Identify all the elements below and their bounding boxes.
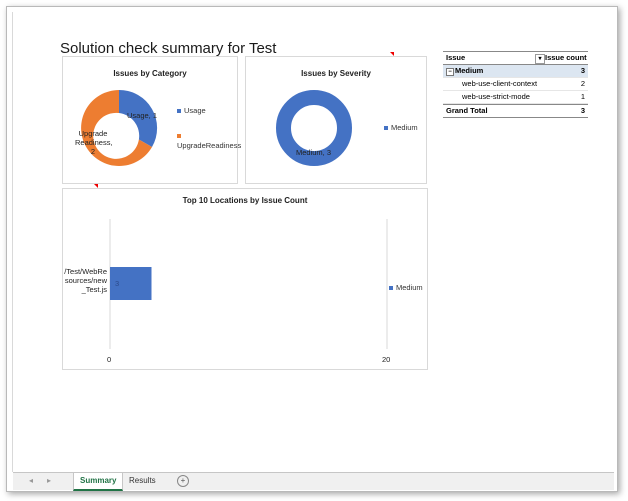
pivot-row-count: 1 [580,92,585,101]
bar-value-label: 3 [115,279,120,288]
filter-dropdown-icon[interactable]: ▾ [535,54,545,64]
pivot-row-count: 2 [580,79,585,88]
pivot-header-row: Issue ▾ Issue count [443,51,588,65]
chart-title: Issues by Severity [301,69,371,78]
page-title: Solution check summary for Test [60,40,277,57]
bar-medium[interactable] [110,267,152,300]
sheet-tab-bar: ◂ ▸ Summary Results + [13,472,614,491]
scroll-right-icon[interactable]: ▸ [47,476,52,485]
data-label-medium: Medium, 3 [296,148,332,157]
chart-title: Issues by Category [113,69,187,78]
comment-marker [390,52,394,56]
chart-title: Top 10 Locations by Issue Count [182,196,308,205]
pivot-header-issue: Issue [446,53,466,62]
severity-donut [276,90,352,166]
donut-slice-upgrade-readiness[interactable] [81,90,152,166]
add-sheet-button[interactable]: + [177,475,189,487]
legend-item-usage: Usage [177,106,206,116]
legend-item-upgrade: UpgradeReadiness [177,131,241,151]
donut-slice-usage[interactable] [119,89,158,147]
pivot-row-label: web-use-client-context [462,79,538,88]
tab-summary[interactable]: Summary [73,473,124,491]
pivot-row[interactable]: web-use-strict-mode 1 [443,91,588,104]
axis-tick-20: 20 [382,355,391,364]
pivot-header-count: Issue count [545,53,587,62]
legend-swatch [384,126,388,131]
locations-plot [109,219,388,349]
legend-item-medium: Medium [389,283,423,293]
scroll-left-icon[interactable]: ◂ [29,476,34,485]
category-label: /Test/WebResources/new_Test.js [64,267,107,294]
comment-marker [94,184,98,188]
severity-chart[interactable]: Issues by Severity Medium, 3 Medium [245,56,427,184]
data-label-usage: Usage, 1 [127,111,158,120]
collapse-icon[interactable]: − [446,68,454,76]
pivot-total-row: Grand Total 3 [443,104,588,118]
pivot-table: Issue ▾ Issue count − Medium 3 web-use-c… [443,51,588,118]
pivot-total-label: Grand Total [446,106,488,115]
pivot-group-count: 3 [580,66,585,75]
pivot-row[interactable]: web-use-client-context 2 [443,78,588,91]
category-chart[interactable]: Issues by Category Usage, 1 Upgrade Read… [62,56,241,184]
locations-chart[interactable]: Top 10 Locations by Issue Count 3 /Test/… [62,188,428,370]
pivot-group-row[interactable]: − Medium 3 [443,65,588,78]
category-donut [81,89,158,166]
pivot-total-count: 3 [580,106,585,115]
donut-slice-medium[interactable] [276,90,352,166]
legend-swatch [389,286,393,291]
legend-swatch [177,109,181,114]
axis-tick-0: 0 [107,355,112,364]
pivot-group-label: Medium [455,66,484,75]
tab-results[interactable]: Results [129,476,156,485]
legend-swatch [177,134,181,139]
pivot-row-label: web-use-strict-mode [462,92,530,101]
data-label-upgrade: Upgrade Readiness, 2 [75,129,113,156]
legend-item-medium: Medium [384,123,418,133]
